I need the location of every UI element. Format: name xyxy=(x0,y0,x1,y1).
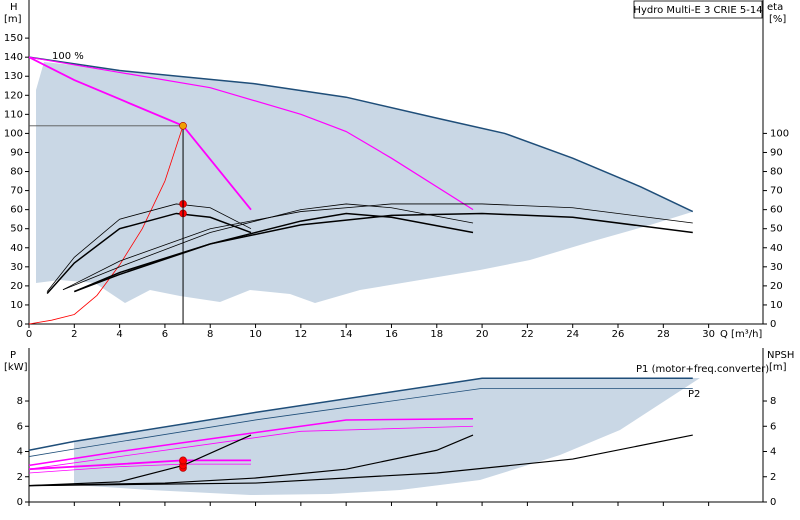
x-tick-label: 8 xyxy=(207,329,213,340)
series-label: 100 % xyxy=(52,51,84,62)
x-tick-label: 20 xyxy=(476,329,489,340)
y2-tick-label: 4 xyxy=(770,447,776,458)
curve xyxy=(62,203,474,291)
x-tick-label: 18 xyxy=(430,329,443,340)
curve xyxy=(28,434,252,487)
y-label: H xyxy=(10,2,18,13)
y-tick-label: 30 xyxy=(10,262,23,273)
x-tick-label: 12 xyxy=(294,329,307,340)
y2-unit: [%] xyxy=(769,14,786,25)
y2-tick-label: 40 xyxy=(770,243,783,254)
y2-tick-label: 0 xyxy=(770,319,776,330)
curve xyxy=(28,387,693,457)
y-unit: [m] xyxy=(4,14,22,25)
x-tick-label: 24 xyxy=(566,329,579,340)
y-tick-label: 140 xyxy=(4,52,23,63)
y-tick-label: 70 xyxy=(10,186,23,197)
y-tick-label: 8 xyxy=(17,396,23,407)
curve xyxy=(74,212,474,293)
y2-tick-label: 30 xyxy=(770,262,783,273)
x-tick-label: 28 xyxy=(657,329,670,340)
y2-tick-label: 60 xyxy=(770,205,783,216)
x-tick-label: 10 xyxy=(249,329,262,340)
curve xyxy=(46,203,252,292)
operating-range xyxy=(74,378,700,495)
y-tick-label: 90 xyxy=(10,147,23,158)
series-label: P2 xyxy=(688,389,700,400)
y-tick-label: 50 xyxy=(10,224,23,235)
operating-range xyxy=(36,62,692,303)
x-tick-label: 16 xyxy=(385,329,398,340)
y-tick-label: 6 xyxy=(17,421,23,432)
chart-title: Hydro Multi-E 3 CRIE 5-14 xyxy=(633,5,762,16)
y2-tick-label: 90 xyxy=(770,147,783,158)
y-label: P xyxy=(10,350,16,361)
curve xyxy=(46,212,252,295)
curve xyxy=(28,434,693,487)
curve xyxy=(28,463,252,474)
y-tick-label: 100 xyxy=(4,128,23,139)
curve xyxy=(74,212,693,293)
x-tick-label: 26 xyxy=(612,329,625,340)
y-tick-label: 4 xyxy=(17,447,23,458)
curve xyxy=(28,56,474,211)
y-unit: [kW] xyxy=(4,362,28,373)
curve xyxy=(62,203,693,291)
x-tick-label: 6 xyxy=(162,329,168,340)
x-tick-label: 0 xyxy=(26,329,32,340)
y-tick-label: 110 xyxy=(4,109,23,120)
y2-unit: [m] xyxy=(769,362,787,373)
y2-tick-label: 80 xyxy=(770,167,783,178)
y2-tick-label: 20 xyxy=(770,281,783,292)
curve xyxy=(28,417,474,467)
curve xyxy=(28,56,252,211)
y2-tick-label: 70 xyxy=(770,186,783,197)
y-tick-label: 60 xyxy=(10,205,23,216)
title-box xyxy=(633,0,763,19)
y2-tick-label: 6 xyxy=(770,421,776,432)
curve xyxy=(28,56,694,213)
y-tick-label: 0 xyxy=(17,319,23,330)
curve xyxy=(28,377,693,451)
y2-tick-label: 8 xyxy=(770,396,776,407)
curve xyxy=(28,125,184,325)
y-tick-label: 80 xyxy=(10,167,23,178)
y2-label: eta xyxy=(767,2,783,13)
y2-tick-label: 2 xyxy=(770,472,776,483)
duty-point xyxy=(179,121,187,130)
y2-tick-label: 0 xyxy=(770,497,776,508)
x-tick-label: 2 xyxy=(71,329,77,340)
x-tick-label: 14 xyxy=(340,329,353,340)
y2-tick-label: 100 xyxy=(770,128,789,139)
y-tick-label: 120 xyxy=(4,90,23,101)
y2-label: NPSH xyxy=(767,350,794,361)
axis-frame xyxy=(28,348,764,503)
x-tick-label: 30 xyxy=(702,329,715,340)
y-tick-label: 40 xyxy=(10,243,23,254)
curve xyxy=(28,425,474,470)
y2-tick-label: 10 xyxy=(770,300,783,311)
curve xyxy=(28,459,252,471)
y-tick-label: 130 xyxy=(4,71,23,82)
y2-tick-label: 50 xyxy=(770,224,783,235)
curve xyxy=(28,434,474,487)
y-tick-label: 20 xyxy=(10,281,23,292)
y-tick-label: 150 xyxy=(4,33,23,44)
x-tick-label: 22 xyxy=(521,329,534,340)
y-tick-label: 0 xyxy=(17,497,23,508)
x-label: Q [m³/h] xyxy=(720,329,762,340)
axis-frame xyxy=(28,0,764,325)
y-tick-label: 2 xyxy=(17,472,23,483)
x-tick-label: 4 xyxy=(116,329,122,340)
y-tick-label: 10 xyxy=(10,300,23,311)
duty-point xyxy=(179,456,187,465)
series-label: P1 (motor+freq.converter) xyxy=(636,364,769,375)
